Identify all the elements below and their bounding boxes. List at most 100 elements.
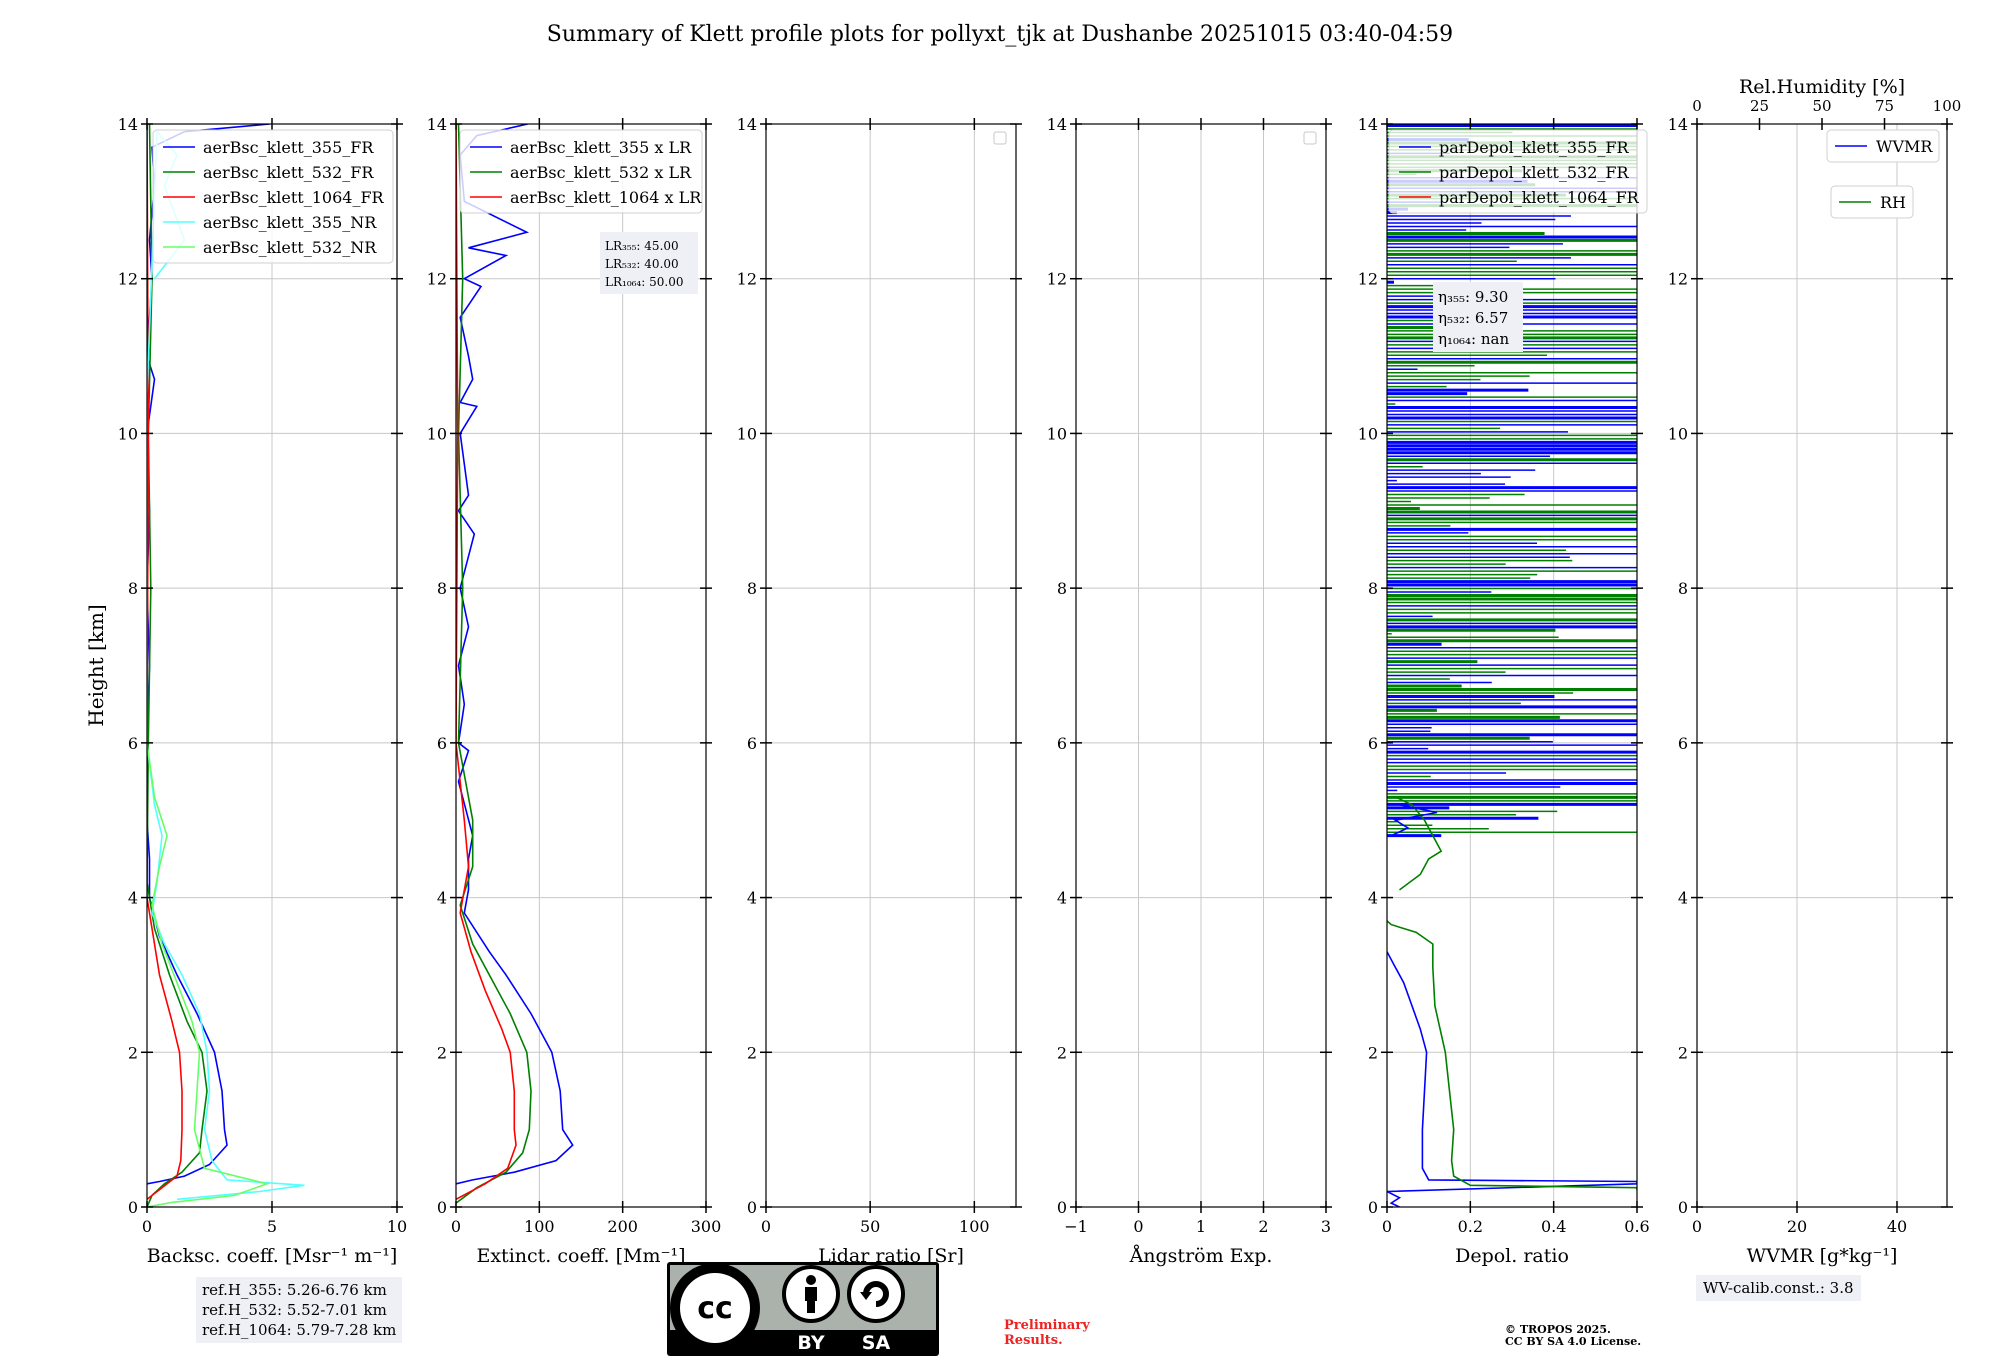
cc-license-badge: cc BY SA — [667, 1262, 939, 1356]
depol-355-upper — [1390, 803, 1438, 837]
x-axis-label: WVMR [g*kg⁻¹] — [1747, 1245, 1898, 1267]
cc-icon: cc — [670, 1263, 760, 1353]
x-tick-label: −1 — [1064, 1217, 1088, 1236]
y-tick-label: 0 — [1678, 1198, 1688, 1217]
x-axis-label: Depol. ratio — [1455, 1245, 1569, 1267]
y-tick-label: 8 — [1368, 579, 1378, 598]
x-tick-label: 0 — [1133, 1217, 1143, 1236]
x-tick-label: 100 — [524, 1217, 555, 1236]
x-tick-label: 200 — [607, 1217, 638, 1236]
y-tick-label: 14 — [118, 115, 138, 134]
y-tick-label: 12 — [1358, 270, 1378, 289]
y-tick-label: 2 — [437, 1043, 447, 1062]
x-axis-label: Extinct. coeff. [Mm⁻¹] — [476, 1245, 685, 1267]
x-tick-label: 300 — [691, 1217, 722, 1236]
y-tick-label: 4 — [1678, 889, 1688, 908]
svg-text:cc: cc — [697, 1291, 733, 1326]
legend-frame — [1826, 129, 1940, 163]
x-tick-label: 2 — [1258, 1217, 1268, 1236]
y-tick-label: 10 — [737, 424, 757, 443]
legend-label: aerBsc_klett_532_FR — [203, 163, 374, 182]
series-line-aerBsc_klett_1064_FR — [147, 124, 183, 1200]
y-tick-label: 10 — [1358, 424, 1378, 443]
ref-height-532: ref.H_532: 5.52-7.01 km — [202, 1301, 387, 1319]
series-line-aerBsc_klett_1064 x LR — [456, 124, 517, 1201]
axes-frame — [455, 123, 707, 1208]
series-line-aerBsc_klett_355 x LR — [456, 124, 574, 1185]
x-tick-label: 100 — [959, 1217, 990, 1236]
preliminary-line-2: Results. — [1004, 1333, 1063, 1348]
legend-label: aerBsc_klett_1064 x LR — [510, 188, 702, 207]
annotation-box: η₃₅₅: 9.30 η₅₃₂: 6.57 η₁₀₆₄: nan — [1433, 282, 1523, 352]
wv-calib-box: WV-calib.const.: 3.8 — [1696, 1275, 1861, 1301]
annotation-text: η₁₀₆₄: nan — [1438, 330, 1509, 348]
y-tick-label: 2 — [1678, 1043, 1688, 1062]
y-tick-label: 14 — [1358, 115, 1378, 134]
legend-label: WVMR — [1876, 137, 1933, 156]
panel-depol: 0 2 4 6 8 10 12 14 0 0.2 0.4 0.6 Depol. ratio parDepo… — [1358, 115, 1650, 1267]
empty-legend — [1303, 131, 1317, 145]
y-tick-label: 0 — [128, 1198, 138, 1217]
x-tick-label: 0.6 — [1624, 1217, 1649, 1236]
annotation-text: η₅₃₂: 6.57 — [1438, 309, 1508, 327]
y-tick-label: 6 — [1678, 734, 1688, 753]
axes-frame — [1696, 123, 1948, 1208]
series-line-parDepol_klett_355_FR — [1387, 951, 1637, 1207]
legend-frame-rh — [1830, 185, 1914, 219]
y-tick-label: 10 — [1047, 424, 1067, 443]
legend: parDepol_klett_355_FR parDepol_klett_532_… — [1388, 129, 1648, 214]
series-line-aerBsc_klett_532 x LR — [456, 124, 532, 1204]
axes-frame — [765, 123, 1017, 1208]
x-tick-label: 0 — [142, 1217, 152, 1236]
panel-extinction: 0 2 4 6 8 10 12 14 0 100 200 300 Extinct. coeff. [Mm… — [427, 115, 722, 1267]
x-tick-label: 10 — [387, 1217, 407, 1236]
copyright-line-2: CC BY SA 4.0 License. — [1505, 1335, 1642, 1348]
annotation-text: LR₅₃₂: 40.00 — [605, 257, 679, 271]
x2-axis-label: Rel.Humidity [%] — [1739, 76, 1905, 98]
annotation-text: η₃₅₅: 9.30 — [1438, 288, 1508, 306]
y-tick-label: 14 — [1047, 115, 1067, 134]
y-tick-label: 10 — [1668, 424, 1688, 443]
y-tick-label: 12 — [737, 270, 757, 289]
copyright-line-1: © TROPOS 2025. — [1505, 1323, 1611, 1336]
y-tick-label: 2 — [747, 1043, 757, 1062]
annotation-text: LR₃₅₅: 45.00 — [605, 239, 679, 253]
y-tick-label: 0 — [747, 1198, 757, 1217]
preliminary-line-1: Preliminary — [1004, 1318, 1090, 1333]
annotation-bg — [600, 232, 698, 294]
panel-lidar_ratio: 0 2 4 6 8 10 12 14 0 50 100 Lidar ratio [Sr] — [737, 115, 1022, 1267]
y-tick-label: 10 — [427, 424, 447, 443]
y-tick-label: 0 — [1057, 1198, 1067, 1217]
legend-label: aerBsc_klett_532_NR — [203, 238, 377, 257]
x-tick-label: 0 — [1382, 1217, 1392, 1236]
legend-frame — [152, 129, 394, 264]
y-tick-label: 14 — [427, 115, 447, 134]
legend-frame — [459, 129, 703, 214]
x-tick-label: 0.4 — [1541, 1217, 1566, 1236]
y-tick-label: 12 — [118, 270, 138, 289]
legend-label: parDepol_klett_532_FR — [1439, 163, 1630, 182]
x2-tick-label: 25 — [1750, 97, 1769, 115]
legend: aerBsc_klett_355 x LR aerBsc_klett_532 x … — [459, 129, 703, 214]
series-line-parDepol_klett_532_FR — [1387, 920, 1637, 1190]
x-axis-label: Ångström Exp. — [1129, 1245, 1273, 1267]
legend-label: aerBsc_klett_355_NR — [203, 213, 377, 232]
copyright-note: © TROPOS 2025. CC BY SA 4.0 License. — [1505, 1324, 1641, 1348]
legend-label: aerBsc_klett_1064_FR — [203, 188, 385, 207]
legend-label: aerBsc_klett_355_FR — [203, 138, 374, 157]
y-tick-label: 10 — [118, 424, 138, 443]
legend-label: aerBsc_klett_532 x LR — [510, 163, 692, 182]
y-tick-label: 2 — [128, 1043, 138, 1062]
panel-backscatter: 0 2 4 6 8 10 12 14 0 5 10 Backsc. coeff. [Msr⁻¹ m⁻¹… — [84, 115, 407, 1267]
y-axis-label: Height [km] — [84, 604, 108, 726]
ref-heights-box: ref.H_355: 5.26-6.76 km ref.H_532: 5.52-… — [196, 1277, 403, 1343]
y-tick-label: 2 — [1368, 1043, 1378, 1062]
x2-tick-label: 50 — [1812, 97, 1831, 115]
legend: aerBsc_klett_355_FR aerBsc_klett_532_FRae… — [152, 129, 394, 264]
license-sa-label: SA — [862, 1332, 891, 1354]
y-tick-label: 4 — [128, 889, 138, 908]
figure-title: Summary of Klett profile plots for polly… — [546, 22, 1454, 47]
